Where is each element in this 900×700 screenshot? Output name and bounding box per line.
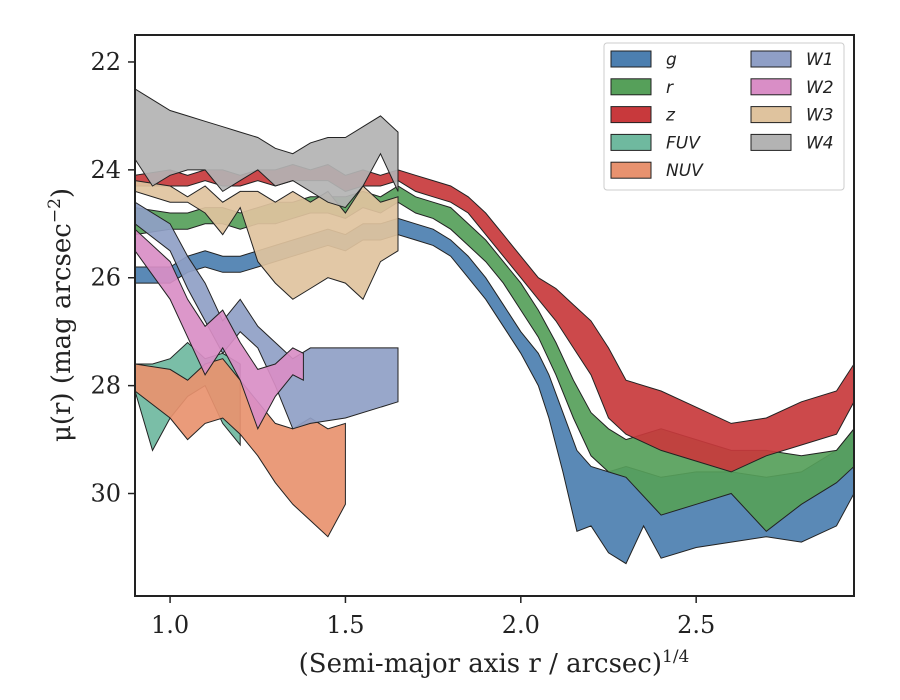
legend-swatch-W4 — [750, 133, 792, 151]
x-tick-label: 2.0 — [502, 611, 540, 639]
legend-swatch-NUV — [610, 161, 652, 179]
legend-label-g: g — [666, 50, 677, 70]
legend-label-r: r — [666, 78, 674, 98]
legend-swatch-z — [610, 106, 652, 124]
band-W4 — [135, 88, 399, 209]
y-axis: 22 24 26 28 30 — [90, 48, 135, 508]
band-layer — [135, 88, 854, 565]
legend-label-z: z — [665, 106, 676, 126]
legend-label-W4: W4 — [806, 133, 834, 153]
legend: grz FUV NUV W1 W2 W3 W4 — [603, 42, 845, 191]
x-axis: 1.0 1.5 2.0 2.5 — [151, 596, 715, 639]
legend-swatch-r — [610, 78, 652, 96]
x-tick-label: 1.0 — [151, 611, 189, 639]
legend-swatch-FUV — [610, 133, 652, 151]
legend-swatch-W2 — [750, 78, 792, 96]
y-axis-title: μ(r) (mag arcsec−2) — [45, 188, 77, 442]
band-NUV — [135, 358, 346, 538]
plot-frame — [134, 34, 855, 597]
y-tick-label: 22 — [90, 48, 121, 76]
y-tick-label: 28 — [90, 372, 121, 400]
legend-label-W1: W1 — [806, 50, 834, 70]
y-tick-label: 26 — [90, 264, 121, 292]
x-tick-label: 2.5 — [677, 611, 715, 639]
band-W3 — [135, 180, 399, 301]
x-axis-title: (Semi-major axis r / arcsec)1/4 — [299, 647, 690, 679]
legend-swatch-W3 — [750, 106, 792, 124]
legend-label-FUV: FUV — [666, 133, 701, 153]
legend-label-W2: W2 — [806, 78, 834, 98]
y-tick-label: 30 — [90, 480, 121, 508]
x-tick-label: 1.5 — [326, 611, 364, 639]
legend-swatch-g — [610, 50, 652, 68]
legend-label-NUV: NUV — [666, 161, 704, 181]
legend-label-W3: W3 — [806, 106, 834, 126]
legend-swatch-W1 — [750, 50, 792, 68]
band-W2 — [135, 228, 304, 431]
y-tick-label: 24 — [90, 156, 121, 184]
